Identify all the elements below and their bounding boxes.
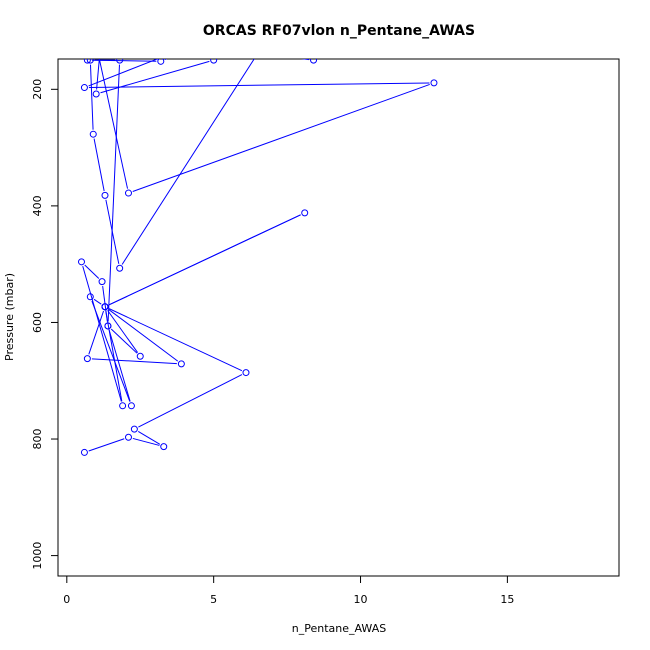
series-segment	[108, 330, 131, 402]
data-point	[101, 191, 109, 199]
series-segment	[121, 59, 255, 265]
series-segment	[88, 438, 125, 452]
series-segment	[88, 310, 105, 355]
data-point	[77, 258, 85, 266]
data-point	[430, 79, 438, 87]
series-segment	[100, 60, 210, 94]
series-segment	[107, 310, 139, 353]
data-point	[157, 59, 165, 65]
series-segment	[108, 309, 179, 362]
series-segment	[82, 266, 122, 402]
series-segment	[98, 59, 129, 189]
data-point	[116, 59, 124, 64]
data-point	[310, 59, 318, 64]
y-axis: 200 400 600 800 1000	[31, 79, 59, 570]
series-segment	[93, 298, 102, 305]
series-segment	[88, 59, 159, 87]
data-point	[90, 28, 96, 34]
series-segment	[132, 437, 160, 446]
x-axis-label: n_Pentane_AWAS	[292, 622, 386, 635]
data-point	[127, 402, 135, 410]
data-point	[80, 84, 88, 92]
data-point	[160, 443, 168, 451]
data-point	[177, 360, 185, 368]
series-segment	[107, 64, 120, 322]
data-point	[101, 303, 109, 311]
series-segment	[138, 374, 243, 428]
series-segment	[132, 83, 430, 193]
data-point	[86, 59, 94, 64]
data-point	[116, 264, 124, 272]
series-segment	[108, 214, 301, 306]
series-segment	[96, 59, 100, 90]
data-point	[210, 59, 218, 64]
data-point	[86, 293, 94, 301]
data-point	[255, 5, 261, 11]
data-point	[104, 322, 112, 330]
data-point	[119, 402, 127, 410]
x-tick-label: 10	[354, 593, 368, 606]
y-axis-label: Pressure (mbar)	[3, 273, 16, 361]
plot-area	[57, 0, 620, 577]
data-point	[124, 189, 132, 197]
y-tick-label: 400	[31, 195, 44, 216]
x-tick-label: 15	[500, 593, 514, 606]
series-segment	[84, 264, 100, 279]
chart-title: ORCAS RF07vlon n_Pentane_AWAS	[203, 23, 475, 39]
x-tick-label: 0	[63, 593, 70, 606]
y-tick-label: 600	[31, 312, 44, 333]
x-axis: 0 5 10 15	[63, 575, 514, 606]
series-segment	[91, 300, 131, 402]
series-segment	[91, 358, 177, 365]
data-point	[136, 352, 144, 360]
y-tick-label: 200	[31, 79, 44, 100]
series-segment	[93, 138, 105, 192]
y-tick-label: 800	[31, 429, 44, 450]
data-point	[130, 425, 138, 433]
data-point	[80, 448, 88, 456]
series-segment	[89, 64, 94, 130]
data-point	[301, 209, 309, 217]
series-segment	[137, 430, 161, 445]
series-segment	[88, 82, 430, 89]
data-point	[92, 90, 100, 98]
data-point	[242, 369, 250, 377]
data-point	[83, 355, 91, 363]
x-tick-label: 5	[210, 593, 217, 606]
data-point	[98, 278, 106, 286]
series-segment	[110, 328, 138, 354]
plot-frame	[57, 58, 620, 577]
data-point	[124, 433, 132, 441]
data-point	[89, 130, 97, 138]
series-segment	[89, 0, 104, 55]
series-segment	[91, 59, 157, 62]
y-tick-label: 1000	[31, 542, 44, 570]
data-point	[83, 59, 91, 64]
series-segment	[108, 308, 243, 372]
series-segment	[105, 199, 120, 264]
series-segment	[105, 311, 123, 402]
data-point	[284, 5, 290, 11]
